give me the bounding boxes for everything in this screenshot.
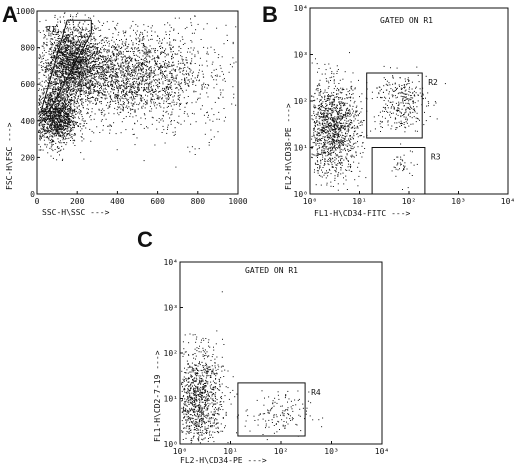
- panel-c-gated-note: GATED ON R1: [245, 266, 298, 275]
- panel-b-gate-label-r2: R2: [428, 78, 438, 87]
- panel-b-gate-label-r3: R3: [431, 153, 441, 162]
- panel-a-x-tick-label: 400: [110, 197, 125, 206]
- panel-c-x-axis-label: FL2-H\CD34-PE --->: [180, 456, 267, 465]
- panel-c-x-tick-label: 10⁴: [375, 447, 389, 456]
- panel-b-y-tick-label: 10⁴: [294, 4, 308, 13]
- panel-a-y-tick-label: 800: [21, 44, 36, 53]
- panel-b-y-tick-label: 10¹: [294, 144, 308, 153]
- panel-c-y-tick-label: 10³: [164, 304, 178, 313]
- panel-c-events: [181, 291, 324, 444]
- panel-b-y-ticks: 10⁰ 10¹ 10² 10³ 10⁴: [294, 4, 313, 199]
- panel-a-x-axis-label: SSC-H\SSC --->: [42, 208, 110, 217]
- panel-b-x-axis-label: FL1-H\CD34-FITC --->: [314, 209, 411, 218]
- panel-c-x-ticks: 10⁰ 10¹ 10² 10³ 10⁴: [173, 441, 389, 456]
- panel-a-x-tick-label: 0: [35, 197, 40, 206]
- panel-a-x-tick-label: 600: [150, 197, 165, 206]
- panel-c: C R4 10⁰ 10¹ 10² 10³ 10⁴ 10⁰ 10¹ 10² 10³ 10⁴ GAT…: [137, 227, 389, 465]
- panel-a: A R1 0 200 400 600 800 1000 0 200 400 600 800 1000…: [2, 2, 248, 217]
- panel-c-letter: C: [137, 227, 153, 252]
- panel-a-y-tick-label: 0: [30, 190, 35, 199]
- panel-a-y-ticks: 0 200 400 600 800 1000: [16, 7, 40, 199]
- panel-a-gate-label-r1: R1: [46, 25, 56, 34]
- panel-a-y-tick-label: 200: [21, 153, 36, 162]
- panel-b-x-tick-label: 10⁰: [303, 197, 317, 206]
- panel-b-y-tick-label: 10⁰: [294, 190, 308, 199]
- panel-b-x-tick-label: 10³: [451, 197, 465, 206]
- panel-a-x-tick-label: 200: [70, 197, 85, 206]
- panel-b-gated-note: GATED ON R1: [380, 16, 433, 25]
- panel-c-gate-label-r4: R4: [311, 388, 321, 397]
- panel-c-gates: R4: [237, 382, 321, 437]
- panel-b-gates: R2 R3: [366, 72, 441, 195]
- panel-b-y-axis-label: FL2-H\CD38-PE --->: [284, 103, 293, 190]
- panel-b-gate-r3: [371, 147, 426, 195]
- panel-b-gate-r2: [366, 72, 423, 139]
- panel-c-y-tick-label: 10⁴: [164, 258, 178, 267]
- panel-c-gate-r4: [237, 382, 306, 437]
- panel-b-x-tick-label: 10¹: [352, 197, 366, 206]
- panel-a-y-tick-label: 600: [21, 80, 36, 89]
- panel-b-y-tick-label: 10²: [294, 97, 308, 106]
- panel-a-gate-r1: [40, 19, 92, 113]
- panel-b-letter: B: [262, 2, 278, 27]
- panel-a-y-tick-label: 1000: [16, 7, 35, 16]
- panel-c-y-tick-label: 10⁰: [164, 440, 178, 449]
- panel-a-letter: A: [2, 2, 18, 27]
- panel-a-x-ticks: 0 200 400 600 800 1000: [35, 191, 248, 206]
- panel-c-x-tick-label: 10¹: [223, 447, 237, 456]
- panel-c-x-tick-label: 10²: [274, 447, 288, 456]
- panel-a-x-tick-label: 1000: [228, 197, 247, 206]
- panel-c-x-tick-label: 10⁰: [173, 447, 187, 456]
- panel-b: B R2 R3 10⁰ 10¹ 10² 10³ 10⁴ 10⁰ 10¹ 10² 10³ 10⁴ G…: [262, 2, 515, 218]
- panel-c-y-tick-label: 10¹: [164, 395, 178, 404]
- panel-a-x-tick-label: 800: [191, 197, 206, 206]
- panel-b-y-tick-label: 10³: [294, 51, 308, 60]
- panel-b-x-tick-label: 10⁴: [501, 197, 515, 206]
- panel-c-y-tick-label: 10²: [164, 349, 178, 358]
- panel-a-y-tick-label: 400: [21, 117, 36, 126]
- panel-c-x-tick-label: 10³: [324, 447, 338, 456]
- panel-a-gates: R1: [40, 19, 92, 113]
- panel-c-y-axis-label: FL1-H\CD2-7-19 --->: [153, 350, 162, 442]
- panel-c-y-ticks: 10⁰ 10¹ 10² 10³ 10⁴: [164, 258, 183, 449]
- panel-a-y-axis-label: FSC-H\FSC --->: [5, 122, 14, 190]
- panel-c-plot-frame: [179, 261, 383, 445]
- panel-b-x-ticks: 10⁰ 10¹ 10² 10³ 10⁴: [303, 191, 515, 206]
- panel-a-events: [38, 12, 237, 168]
- panel-b-x-tick-label: 10²: [402, 197, 416, 206]
- panel-a-plot-frame: [36, 10, 239, 195]
